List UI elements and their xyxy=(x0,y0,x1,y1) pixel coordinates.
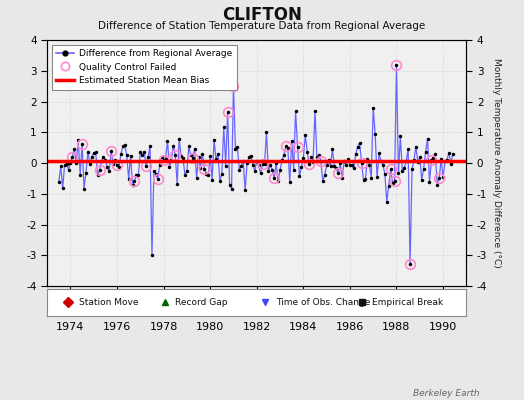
Y-axis label: Monthly Temperature Anomaly Difference (°C): Monthly Temperature Anomaly Difference (… xyxy=(492,58,501,268)
Text: Time of Obs. Change: Time of Obs. Change xyxy=(276,298,370,307)
Text: Difference of Station Temperature Data from Regional Average: Difference of Station Temperature Data f… xyxy=(99,21,425,31)
Text: Record Gap: Record Gap xyxy=(175,298,227,307)
Text: Empirical Break: Empirical Break xyxy=(372,298,443,307)
Text: 1982: 1982 xyxy=(243,322,271,332)
Text: Berkeley Earth: Berkeley Earth xyxy=(413,389,479,398)
Text: Station Move: Station Move xyxy=(79,298,138,307)
Text: 1988: 1988 xyxy=(383,322,411,332)
Text: 1980: 1980 xyxy=(196,322,224,332)
Text: 1974: 1974 xyxy=(56,322,85,332)
Text: 1976: 1976 xyxy=(103,322,131,332)
Text: 1990: 1990 xyxy=(429,322,457,332)
Text: 1978: 1978 xyxy=(149,322,178,332)
Text: CLIFTON: CLIFTON xyxy=(222,6,302,24)
Text: 1984: 1984 xyxy=(289,322,318,332)
Text: 1986: 1986 xyxy=(336,322,364,332)
Legend: Difference from Regional Average, Quality Control Failed, Estimated Station Mean: Difference from Regional Average, Qualit… xyxy=(52,44,236,90)
